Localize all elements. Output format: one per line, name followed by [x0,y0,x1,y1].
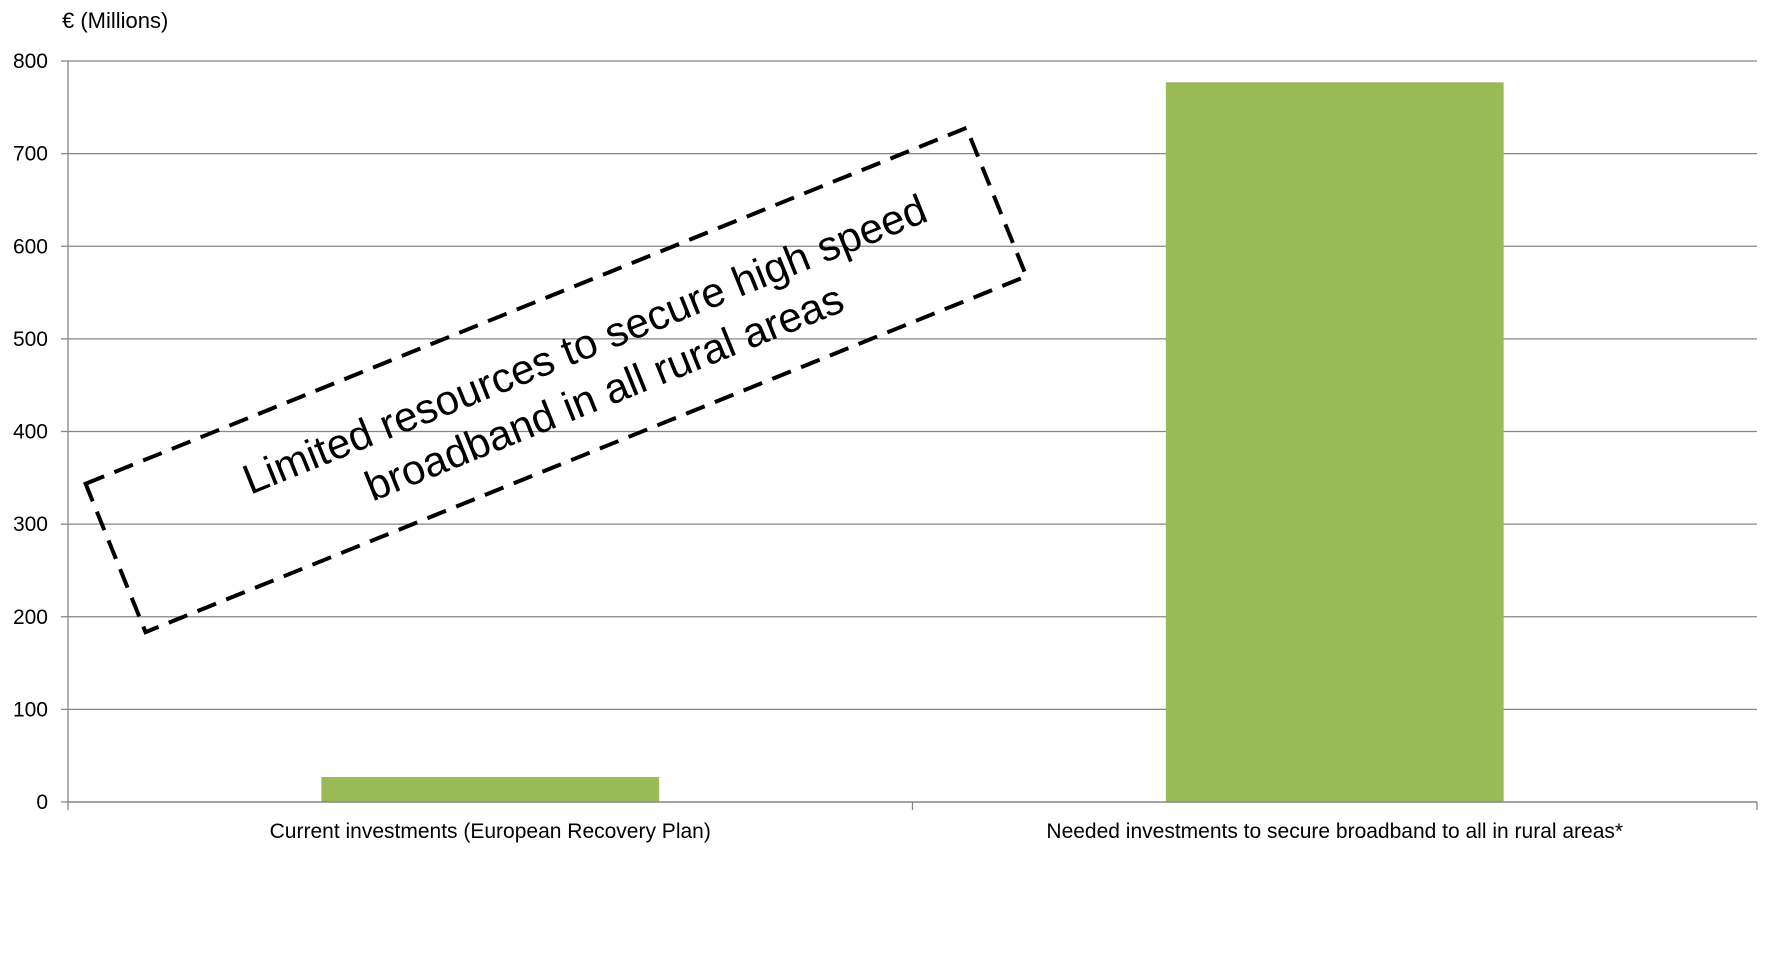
gridlines [68,60,1757,711]
bar-1 [1165,82,1504,802]
x-category-label-0: Current investments (European Recovery P… [270,820,711,843]
y-tick-label-500: 500 [13,328,48,351]
annotation-dashed-box [83,125,1029,635]
bars [321,82,1504,802]
bar-0 [321,776,660,802]
y-tick-label-600: 600 [13,235,48,258]
annotation-callout: Limited resources to secure high speed b… [83,125,1029,635]
y-tick-label-0: 0 [36,791,48,814]
y-tick-label-400: 400 [13,421,48,444]
y-tick-label-100: 100 [13,698,48,721]
x-category-label-1: Needed investments to secure broadband t… [1046,820,1623,843]
y-axis-ticks: 0 100 200 300 400 500 600 700 800 [13,50,69,814]
y-tick-label-700: 700 [13,143,48,166]
y-axis-label: € (Millions) [62,8,168,33]
y-tick-label-800: 800 [13,50,48,73]
x-axis-categories: Current investments (European Recovery P… [67,802,1758,843]
y-tick-label-200: 200 [13,606,48,629]
y-tick-label-300: 300 [13,513,48,536]
